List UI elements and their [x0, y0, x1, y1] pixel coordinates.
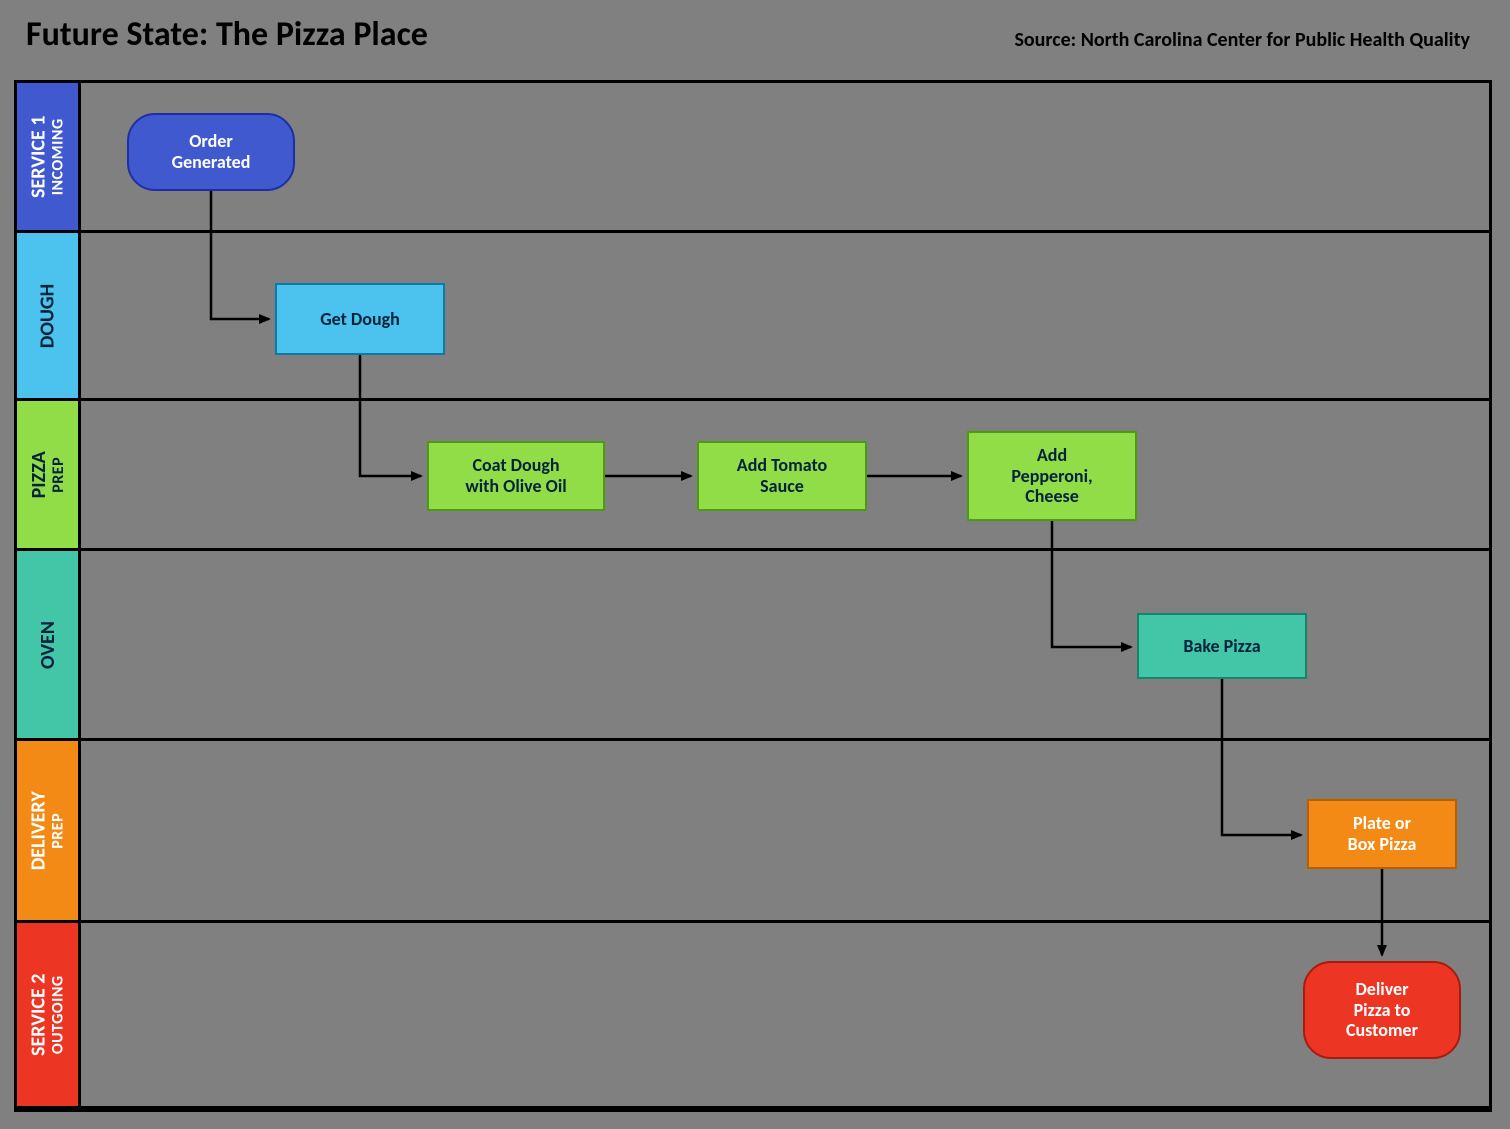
- page-title: Future State: The Pizza Place: [26, 14, 428, 55]
- flow-node-order: OrderGenerated: [127, 113, 295, 191]
- swimlane-label-subtitle: OUTGOING: [50, 973, 68, 1055]
- swimlane-label-text: SERVICE 2OUTGOING: [28, 973, 68, 1055]
- flow-node-plate: Plate orBox Pizza: [1307, 799, 1457, 869]
- flow-node-sauce: Add TomatoSauce: [697, 441, 867, 511]
- source-attribution: Source: North Carolina Center for Public…: [1014, 28, 1470, 52]
- swimlane-label-service1: SERVICE 1INCOMING: [17, 83, 81, 230]
- swimlane-label-service2: SERVICE 2OUTGOING: [17, 923, 81, 1106]
- swimlane-chart: SERVICE 1INCOMING DOUGH PIZZAPREP OVEN DELIV…: [14, 80, 1492, 1112]
- swimlane-label-text: DOUGH: [37, 283, 59, 348]
- swimlane-label-oven: OVEN: [17, 551, 81, 738]
- flow-node-coat: Coat Doughwith Olive Oil: [427, 441, 605, 511]
- flow-node-dough: Get Dough: [275, 283, 445, 355]
- swimlane-label-text: DELIVERYPREP: [28, 791, 68, 870]
- swimlane-label-dough: DOUGH: [17, 233, 81, 398]
- swimlane-diagram-page: Future State: The Pizza Place Source: No…: [0, 0, 1510, 1129]
- swimlane-delivery: DELIVERYPREP: [17, 741, 1489, 923]
- swimlane-label-prep: PIZZAPREP: [17, 401, 81, 548]
- swimlane-label-delivery: DELIVERYPREP: [17, 741, 81, 920]
- swimlane-label-text: SERVICE 1INCOMING: [28, 115, 68, 197]
- flow-node-pepper: AddPepperoni,Cheese: [967, 431, 1137, 521]
- swimlane-service2: SERVICE 2OUTGOING: [17, 923, 1489, 1109]
- flow-node-deliver: DeliverPizza toCustomer: [1303, 961, 1461, 1059]
- swimlane-dough: DOUGH: [17, 233, 1489, 401]
- swimlane-label-subtitle: PREP: [50, 451, 68, 498]
- swimlane-label-text: PIZZAPREP: [28, 451, 68, 498]
- swimlane-label-subtitle: PREP: [50, 791, 68, 870]
- flow-node-bake: Bake Pizza: [1137, 613, 1307, 679]
- swimlane-label-text: OVEN: [36, 621, 58, 669]
- swimlane-label-subtitle: INCOMING: [50, 115, 68, 197]
